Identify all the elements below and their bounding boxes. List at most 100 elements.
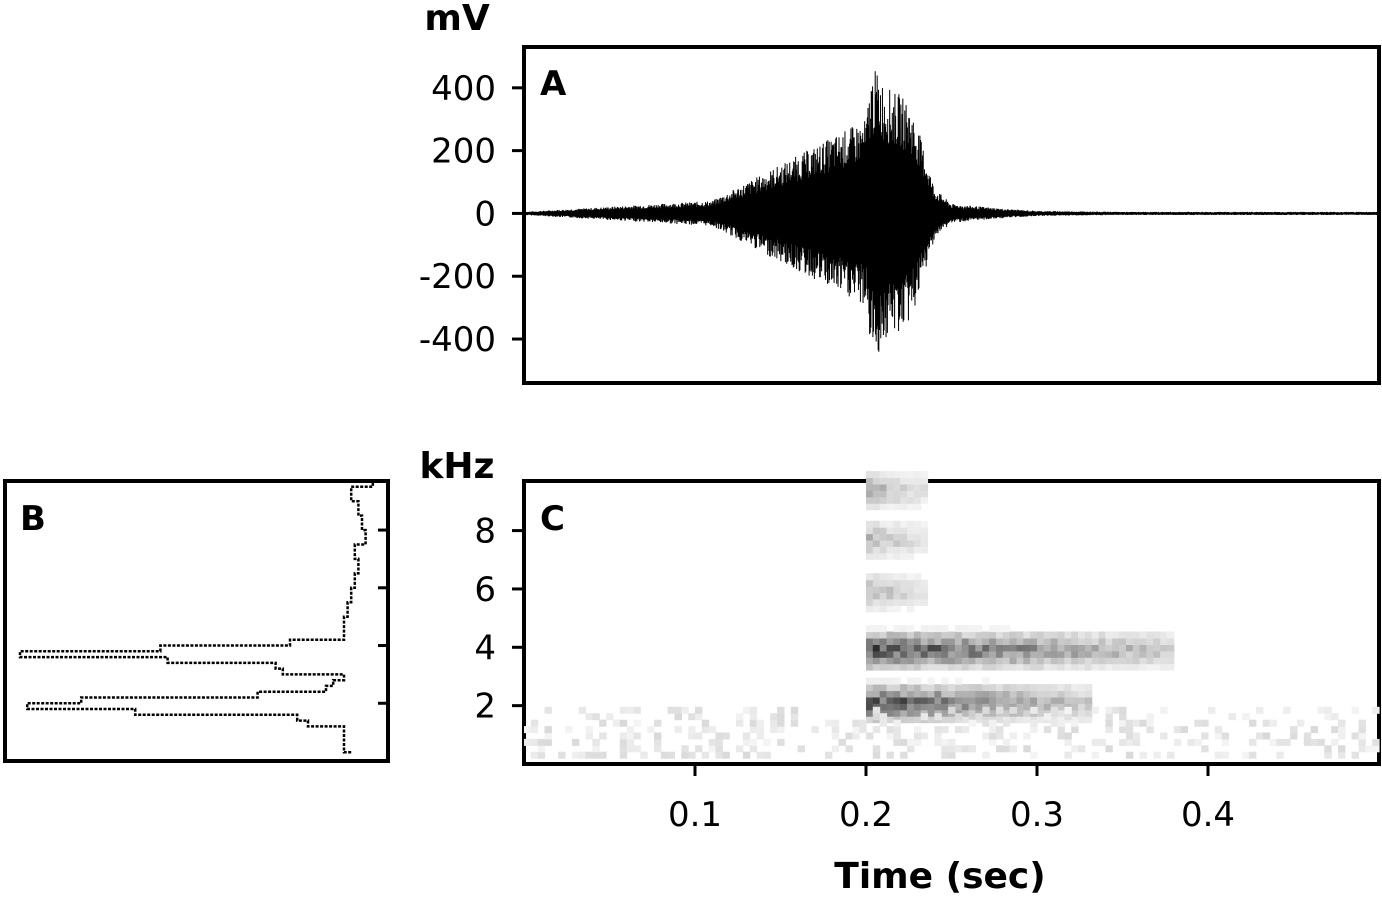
spectrogram-cell — [1139, 663, 1147, 671]
spectrogram-cell — [1324, 713, 1332, 721]
spectrogram-cell — [913, 732, 922, 740]
spectrogram-cell — [941, 751, 949, 759]
spectrogram-cell — [1249, 719, 1257, 727]
spectrogram-cell — [1139, 751, 1147, 759]
spectrogram-cell — [879, 490, 888, 498]
spectrogram-cell — [920, 713, 929, 721]
spectrogram-cell — [879, 503, 888, 511]
spectrogram-cell — [1112, 657, 1120, 665]
spectrogram-cell — [975, 657, 983, 665]
spectrogram-cell — [872, 477, 881, 485]
spectrogram-cell — [907, 605, 915, 613]
spectrogram-cell — [954, 745, 963, 753]
spectrogram-cell — [948, 745, 956, 753]
spectrogram-cell — [907, 503, 915, 511]
spectrogram-cell — [1084, 696, 1093, 704]
spectrogram-cell — [1146, 719, 1154, 727]
spectrogram-cell — [1112, 638, 1120, 645]
waveform-line — [523, 71, 1380, 352]
spectrogram-cell — [1194, 719, 1202, 727]
spectrogram-cell — [982, 663, 990, 671]
spectrogram-cell — [893, 726, 901, 734]
spectrogram-cell — [879, 605, 888, 613]
spectrogram-cell — [1105, 638, 1113, 645]
spectrogram-cell — [1009, 732, 1017, 740]
spectrogram-cell — [1023, 716, 1031, 724]
spectrogram-cell — [1331, 713, 1339, 721]
spectrogram-cell — [954, 650, 963, 658]
spectrogram-cell — [1112, 663, 1120, 671]
spectrogram-cell — [913, 650, 922, 658]
spectrogram-cell — [907, 533, 915, 541]
spectrogram-cell — [879, 552, 888, 560]
spectrogram-cell — [592, 713, 600, 721]
spectrogram-cell — [1351, 732, 1359, 740]
spectrogram-cell — [934, 726, 942, 734]
spectrogram-cell — [1317, 738, 1325, 746]
spectrogram-cell — [1338, 719, 1346, 727]
spectrogram-cell — [900, 657, 908, 665]
spectrogram-cell — [907, 663, 915, 671]
spectrogram-cell — [941, 638, 949, 645]
spectrogram-cell — [1064, 684, 1072, 692]
spectrogram-cell — [1146, 650, 1154, 658]
spectrogram-cell — [866, 592, 874, 600]
spectrogram-cell — [907, 716, 915, 724]
spectrogram-cell — [1071, 719, 1079, 727]
spectrogram-cell — [996, 657, 1004, 665]
spectrogram-cell — [886, 638, 894, 645]
spectrogram-cell — [886, 520, 894, 528]
spectrogram-cell — [790, 713, 799, 721]
spectrogram-cell — [1050, 644, 1059, 652]
spectrogram-cell — [1146, 638, 1154, 645]
spectrogram-cell — [961, 745, 970, 753]
spectrogram-cell — [907, 631, 915, 639]
spectrogram-cell — [606, 713, 614, 721]
spectrogram-cell — [913, 738, 922, 746]
spectrogram-cell — [1009, 663, 1017, 671]
spectrogram-cell — [1078, 657, 1086, 665]
spectrogram-cell — [866, 471, 874, 479]
spectrogram-cell — [544, 726, 552, 734]
spectrogram-cell — [1132, 719, 1141, 727]
spectrogram-cell — [893, 546, 901, 554]
spectrogram-cell — [879, 663, 888, 671]
spectrogram-cell — [872, 690, 881, 698]
spectrogram-cell — [1071, 709, 1079, 717]
spectrogram-cell — [886, 663, 894, 671]
spectrogram-cell — [1125, 638, 1134, 645]
spectrogram-cell — [886, 490, 894, 498]
panel-c-y-tick-label: 6 — [474, 570, 496, 610]
spectrogram-cell — [1043, 644, 1052, 652]
spectrogram-cell — [900, 579, 908, 587]
spectrogram-cell — [961, 726, 970, 734]
spectrogram-cell — [920, 638, 929, 645]
spectrogram-cell — [626, 738, 634, 746]
spectrogram-cell — [920, 732, 929, 740]
spectrogram-cell — [989, 644, 997, 652]
spectrogram-cell — [948, 631, 956, 639]
spectrogram-cell — [1078, 684, 1086, 692]
spectrogram-cell — [1338, 745, 1346, 753]
spectrogram-cell — [941, 690, 949, 698]
spectrogram-cell — [866, 527, 874, 535]
spectrogram-cell — [934, 696, 942, 704]
spectrogram-cell — [1030, 684, 1038, 692]
spectrogram-cell — [1119, 713, 1127, 721]
spectrogram-cell — [571, 738, 580, 746]
spectrogram-cell — [742, 738, 751, 746]
spectrogram-cell — [866, 709, 874, 717]
spectrogram-cell — [934, 631, 942, 639]
spectrogram-cell — [1023, 732, 1031, 740]
spectrogram-cell — [879, 496, 888, 504]
spectrogram-cell — [1064, 650, 1072, 658]
spectrogram-cell — [1194, 738, 1202, 746]
spectrogram-cell — [900, 496, 908, 504]
spectrogram-cell — [900, 483, 908, 491]
spectrogram-cell — [695, 745, 703, 753]
spectrogram-cell — [831, 719, 840, 727]
spectrogram-cell — [866, 657, 874, 665]
spectrogram-cell — [1064, 738, 1072, 746]
spectrogram-cell — [1050, 631, 1059, 639]
spectrogram-cell — [578, 706, 587, 714]
